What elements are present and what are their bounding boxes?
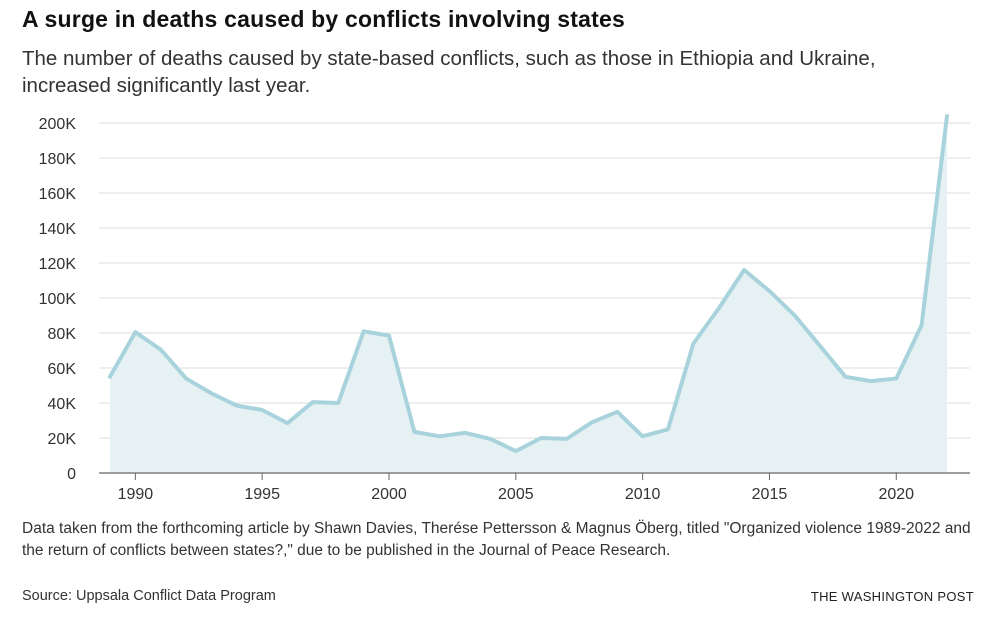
area-chart: 0 20K 40K 60K 80K 100K 120K 140K 160K 180K 200K 199…: [39, 114, 970, 503]
y-tick-label: 100K: [39, 291, 77, 308]
y-tick-label: 60K: [48, 361, 77, 378]
publisher-brand: THE WASHINGTON POST: [810, 589, 974, 604]
y-tick-label: 40K: [48, 396, 77, 413]
y-tick-label: 140K: [39, 221, 77, 238]
y-tick-label: 180K: [39, 151, 77, 168]
area-fill: [110, 116, 947, 473]
x-tick-label: 2010: [625, 486, 661, 503]
chart-title: A surge in deaths caused by conflicts in…: [22, 6, 625, 32]
y-tick-label: 0: [67, 466, 76, 483]
y-tick-label: 200K: [39, 116, 77, 133]
y-tick-label: 160K: [39, 186, 77, 203]
chart-subtitle: The number of deaths caused by state-bas…: [22, 47, 876, 97]
data-note: Data taken from the forthcoming article …: [22, 520, 971, 559]
x-tick-label: 2005: [498, 486, 534, 503]
x-tick-label: 2020: [878, 486, 914, 503]
axes: 0 20K 40K 60K 80K 100K 120K 140K 160K 180K 200K 199…: [39, 116, 970, 503]
y-tick-label: 80K: [48, 326, 77, 343]
x-tick-label: 2000: [371, 486, 407, 503]
y-tick-label: 20K: [48, 431, 77, 448]
grid-lines: [99, 122, 970, 439]
y-tick-label: 120K: [39, 256, 77, 273]
x-tick-label: 2015: [752, 486, 788, 503]
x-tick-label: 1995: [244, 486, 280, 503]
x-tick-label: 1990: [118, 486, 154, 503]
source-credit: Source: Uppsala Conflict Data Program: [22, 588, 276, 604]
series-line: [108, 114, 949, 454]
area-layer: [108, 114, 949, 473]
